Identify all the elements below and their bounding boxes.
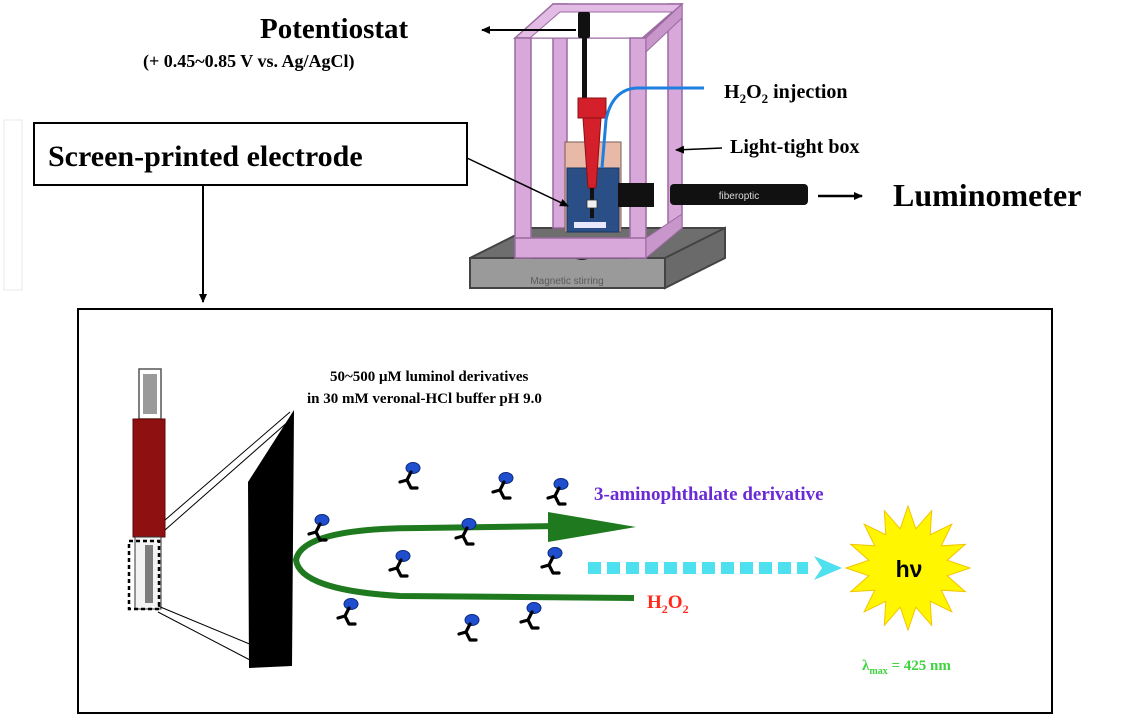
luminometer-label: Luminometer — [893, 177, 1081, 213]
light-emission-burst: hν — [844, 504, 972, 632]
screen-printed-electrode-callout: Screen-printed electrode — [33, 122, 468, 186]
light-tight-box-label: Light-tight box — [730, 136, 859, 158]
light-tight-box-arrow — [675, 145, 723, 154]
reagent-concentration: 50~500 μM luminol derivatives — [330, 369, 529, 385]
reaction-detail-panel — [77, 308, 1053, 714]
emission-arrow — [588, 556, 842, 580]
faint-margin-frame — [3, 119, 23, 291]
hv-label: hν — [896, 556, 923, 582]
injection-tube — [600, 86, 704, 169]
fiberoptic-cable: fiberoptic — [618, 183, 808, 207]
reagent-buffer: in 30 mM veronal-HCl buffer pH 9.0 — [307, 391, 542, 407]
syringe-electrode — [577, 97, 607, 218]
potentiostat-voltage: (+ 0.45~0.85 V vs. Ag/AgCl) — [143, 51, 354, 72]
fiberoptic-label: fiberoptic — [719, 191, 760, 202]
electrode-rod — [582, 14, 587, 114]
product-label: 3-aminophthalate derivative — [594, 484, 824, 505]
electrode-strip — [127, 368, 166, 611]
lambda-max-label: λmax = 425 nm — [862, 658, 951, 677]
h2o2-injection-label: H2O2 injection — [724, 81, 848, 106]
screen-printed-electrode-label: Screen-printed electrode — [48, 140, 363, 173]
electrode-pointer-arrow — [466, 157, 569, 207]
potentiostat-title: Potentiostat — [260, 13, 409, 45]
magnification-lines — [157, 411, 291, 661]
h2o2-label: H2O2 — [647, 592, 689, 616]
reaction-arrow — [292, 512, 636, 601]
electrode-surface — [248, 410, 294, 668]
magnetic-stirring-label: Magnetic stirring — [530, 276, 603, 287]
rod-clamp — [578, 12, 590, 38]
